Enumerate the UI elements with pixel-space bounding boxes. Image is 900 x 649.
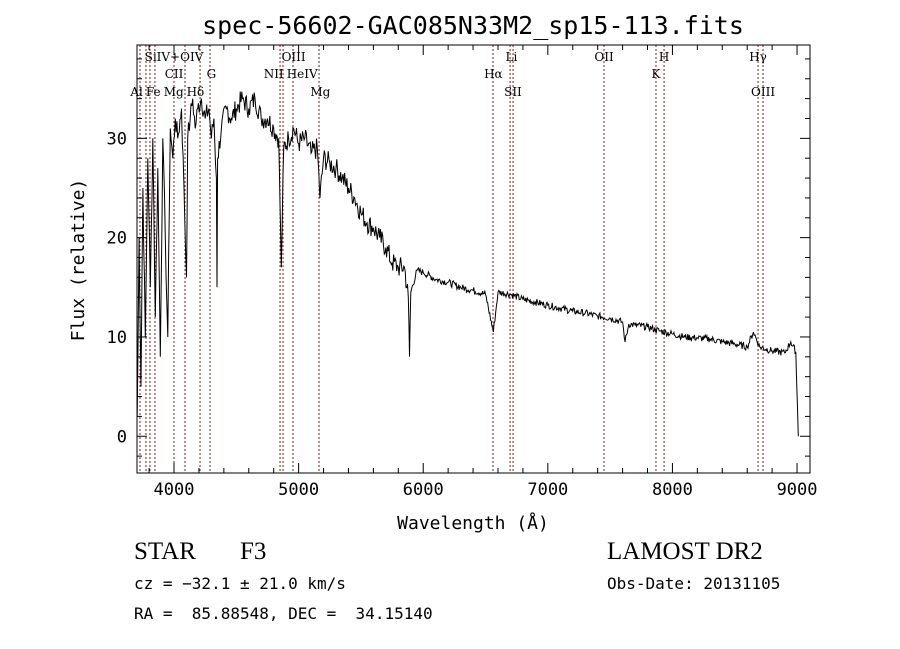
line-label: G [207, 67, 217, 81]
x-tick-label: 4000 [154, 480, 195, 500]
coordinates: RA = 85.88548, DEC = 34.15140 [134, 604, 433, 623]
line-label: OIII [751, 85, 775, 99]
y-tick-label: 20 [107, 229, 127, 249]
line-label: Hδ [187, 85, 205, 99]
line-label: Mg [164, 85, 184, 99]
x-tick-label: 6000 [403, 480, 444, 500]
spectrum-line [136, 91, 799, 437]
line-label: Hγ [749, 50, 767, 64]
line-label: K [652, 67, 662, 81]
line-label: OIII [282, 50, 306, 64]
line-label: Li [506, 50, 518, 64]
y-tick-label: 10 [107, 328, 127, 348]
line-label: SII [504, 85, 522, 99]
x-axis-label: Wavelength (Å) [397, 512, 549, 534]
line-label: SiIV+OIV [145, 50, 204, 64]
line-label: Al [129, 85, 143, 99]
obs-date: Obs-Date: 20131105 [607, 574, 781, 593]
line-label: H [659, 50, 669, 64]
survey-name: LAMOST DR2 [607, 538, 763, 565]
chart-title: spec-56602-GAC085N33M2_sp15-113.fits [202, 11, 744, 40]
line-label: Hα [484, 67, 503, 81]
line-label: CII [165, 67, 184, 81]
object-subclass: F3 [240, 538, 267, 565]
x-tick-label: 7000 [527, 480, 568, 500]
line-label: OII [594, 50, 614, 64]
plot-frame [136, 44, 811, 474]
line-label: NII [264, 67, 284, 81]
line-label: HeIV [287, 67, 318, 81]
axis-ticks: 4000 5000 6000 7000 8000 9000 0 10 20 30 [107, 45, 818, 500]
y-tick-label: 0 [117, 427, 127, 447]
y-tick-label: 30 [107, 129, 127, 149]
line-label: Mg [310, 85, 330, 99]
x-tick-label: 5000 [278, 480, 319, 500]
line-label: Fe [146, 85, 161, 99]
redshift-text: cz = −32.1 ± 21.0 km/s [134, 574, 346, 593]
line-markers [139, 45, 764, 473]
object-class: STAR [134, 538, 196, 565]
y-axis-label: Flux (relative) [68, 179, 89, 342]
x-tick-label: 8000 [652, 480, 693, 500]
x-tick-label: 9000 [777, 480, 818, 500]
